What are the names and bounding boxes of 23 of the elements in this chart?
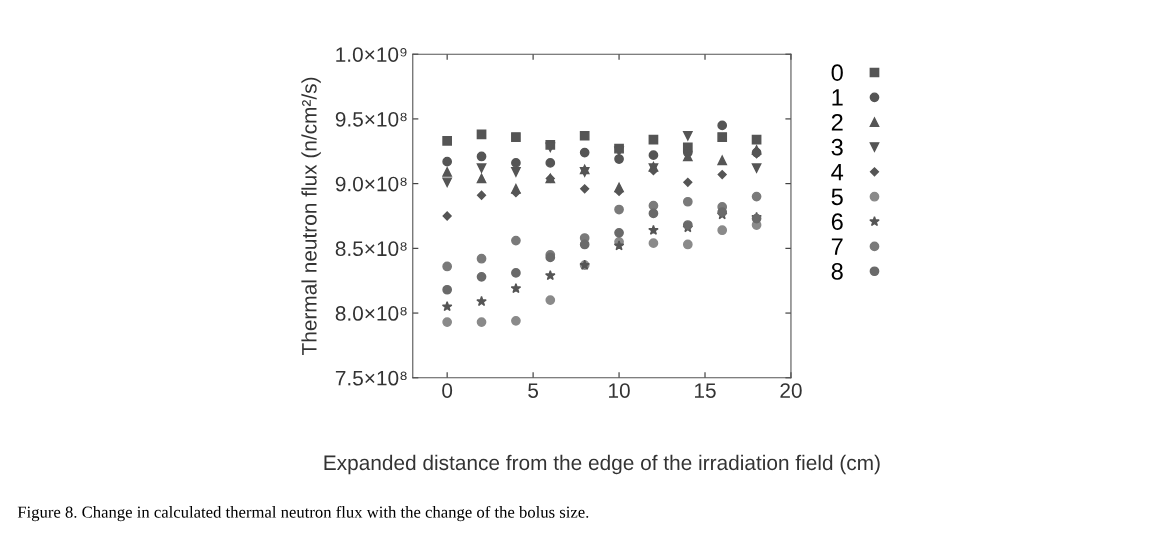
legend-label: 3 — [831, 138, 843, 156]
legend-label: 4 — [831, 163, 844, 181]
x-tick-label: 0 — [442, 383, 453, 398]
legend-label: 8 — [831, 263, 843, 280]
legend-label: 1 — [832, 89, 843, 106]
x-tick-label: 5 — [528, 383, 539, 398]
y-tick-label: 7.5×10⁸ — [335, 370, 407, 386]
legend-label: 6 — [831, 213, 843, 231]
legend-label: 2 — [831, 113, 843, 131]
legend-label: 5 — [831, 188, 843, 206]
y-tick-label: 8.0×10⁸ — [335, 306, 407, 321]
x-tick-label: 15 — [695, 383, 716, 398]
x-tick-label: 10 — [609, 383, 630, 398]
legend-label: 0 — [831, 64, 843, 81]
y-axis-title: Thermal neutron flux (n/cm²/s) — [301, 77, 321, 356]
caption: Figure 8. Change in calculated thermal neutron flux with the change of the bolus size. — [17, 505, 589, 522]
x-axis-title: Expanded distance from the edge of the irradiation field (cm) — [324, 454, 880, 475]
y-tick-label: 9.5×10⁸ — [335, 111, 407, 127]
y-tick-label: 8.5×10⁸ — [335, 241, 407, 257]
x-tick-label: 20 — [780, 383, 802, 398]
legend-label: 7 — [831, 238, 843, 255]
y-tick-label: 1.0×10⁹ — [336, 47, 407, 62]
y-tick-label: 9.0×10⁸ — [335, 176, 407, 192]
